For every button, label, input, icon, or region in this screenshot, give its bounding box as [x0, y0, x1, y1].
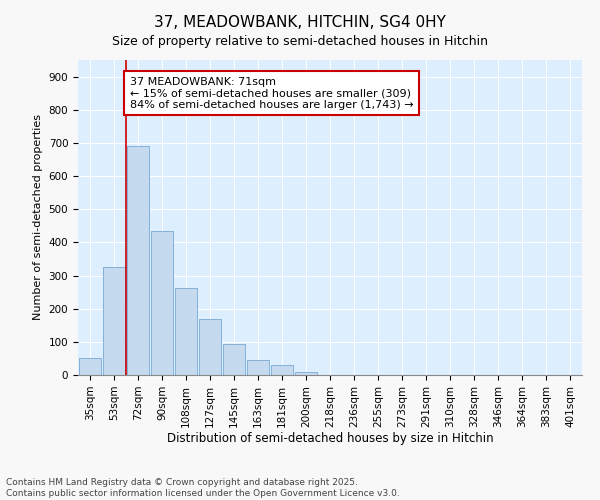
- X-axis label: Distribution of semi-detached houses by size in Hitchin: Distribution of semi-detached houses by …: [167, 432, 493, 446]
- Bar: [127, 146, 149, 375]
- Bar: [175, 288, 197, 375]
- Bar: [223, 344, 245, 375]
- Bar: [199, 320, 221, 375]
- Text: 37, MEADOWBANK, HITCHIN, SG4 0HY: 37, MEADOWBANK, HITCHIN, SG4 0HY: [154, 15, 446, 30]
- Text: Contains HM Land Registry data © Crown copyright and database right 2025.
Contai: Contains HM Land Registry data © Crown c…: [6, 478, 400, 498]
- Bar: [271, 365, 293, 375]
- Bar: [247, 360, 269, 375]
- Bar: [151, 231, 173, 375]
- Bar: [79, 358, 101, 375]
- Text: 37 MEADOWBANK: 71sqm
← 15% of semi-detached houses are smaller (309)
84% of semi: 37 MEADOWBANK: 71sqm ← 15% of semi-detac…: [130, 76, 413, 110]
- Y-axis label: Number of semi-detached properties: Number of semi-detached properties: [33, 114, 43, 320]
- Bar: [295, 372, 317, 375]
- Bar: [103, 267, 125, 375]
- Text: Size of property relative to semi-detached houses in Hitchin: Size of property relative to semi-detach…: [112, 35, 488, 48]
